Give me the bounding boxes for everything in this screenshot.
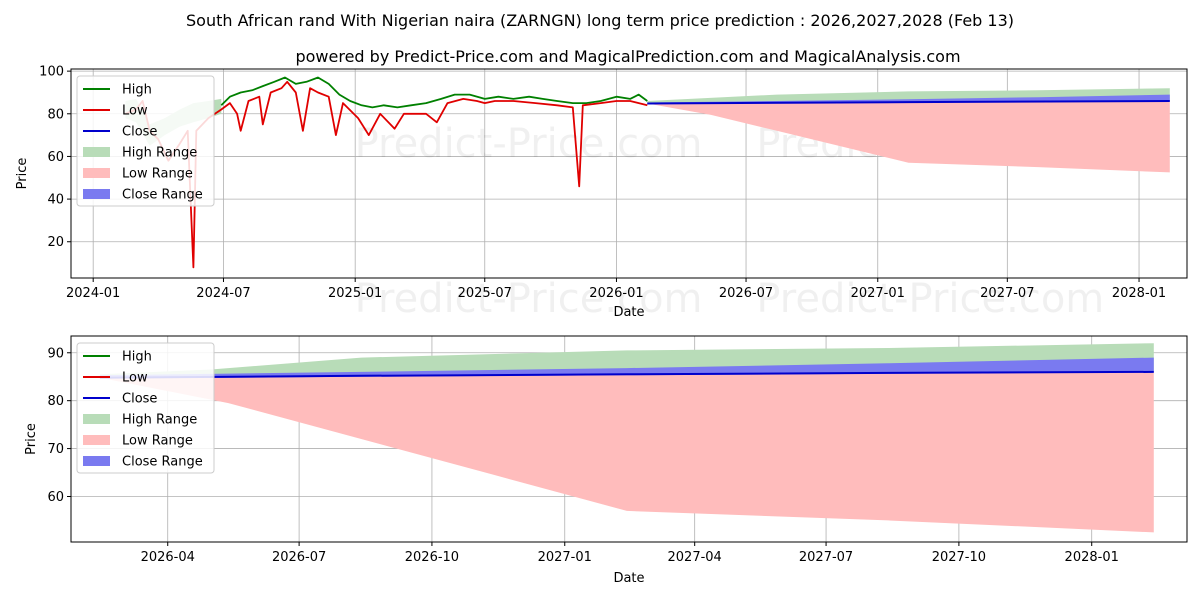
y-tick-label: 80 bbox=[47, 107, 64, 122]
y-axis-label: Price bbox=[24, 423, 39, 455]
y-tick-label: 80 bbox=[47, 394, 64, 409]
y-tick-label: 20 bbox=[47, 235, 64, 250]
watermark-text: Predict-Price.com bbox=[355, 276, 703, 322]
legend-label: Close bbox=[122, 392, 157, 407]
legend-label: High Range bbox=[122, 413, 197, 428]
x-tick-label: 2024-07 bbox=[196, 286, 250, 301]
x-tick-label: 2026-07 bbox=[272, 550, 326, 565]
legend-box bbox=[76, 342, 215, 474]
low-range-band bbox=[647, 101, 1170, 173]
legend-label: Low bbox=[122, 371, 148, 386]
x-tick-label: 2024-01 bbox=[66, 286, 120, 301]
legend-label: Low bbox=[122, 104, 148, 119]
legend-swatch bbox=[83, 456, 110, 466]
x-axis-label: Date bbox=[613, 571, 644, 586]
low-range-band bbox=[99, 371, 1154, 533]
legend-label: High bbox=[122, 83, 152, 98]
legend-swatch bbox=[83, 147, 110, 157]
y-tick-label: 60 bbox=[47, 490, 64, 505]
legend-swatch bbox=[83, 168, 110, 178]
legend-box bbox=[76, 75, 215, 207]
x-tick-label: 2027-04 bbox=[668, 550, 722, 565]
close-series-line bbox=[99, 370, 1154, 379]
x-tick-label: 2026-04 bbox=[141, 550, 195, 565]
plot-frame bbox=[70, 335, 1188, 543]
high-series-line bbox=[220, 76, 648, 109]
legend-label: High bbox=[122, 350, 152, 365]
plot-frame bbox=[70, 68, 1188, 279]
x-tick-label: 2026-10 bbox=[405, 550, 459, 565]
x-tick-label: 2026-07 bbox=[719, 286, 773, 301]
chart-subtitle: powered by Predict-Price.com and Magical… bbox=[295, 47, 960, 66]
legend-label: Low Range bbox=[122, 167, 193, 182]
y-tick-label: 60 bbox=[47, 150, 64, 165]
overview-chart-panel: Predict-Price.com Predict-Price.com Predic… bbox=[15, 65, 1188, 322]
x-tick-label: 2028-01 bbox=[1112, 286, 1166, 301]
y-tick-label: 70 bbox=[47, 442, 64, 457]
x-tick-label: 2025-07 bbox=[458, 286, 512, 301]
forecast-chart-panel: Predict-Price.comPredict-Price.com2026-0… bbox=[24, 335, 1188, 586]
y-tick-label: 40 bbox=[47, 193, 64, 208]
x-tick-label: 2027-07 bbox=[980, 286, 1034, 301]
legend-label: Close bbox=[122, 125, 157, 140]
y-axis-label: Price bbox=[15, 158, 30, 190]
legend-label: Close Range bbox=[122, 188, 203, 203]
legend-swatch bbox=[83, 189, 110, 199]
x-axis-label: Date bbox=[613, 305, 644, 320]
low-series-line bbox=[125, 80, 648, 269]
x-tick-label: 2026-01 bbox=[589, 286, 643, 301]
close-series-line bbox=[647, 100, 1170, 105]
x-tick-label: 2028-01 bbox=[1065, 550, 1119, 565]
x-tick-label: 2027-07 bbox=[799, 550, 853, 565]
watermark-text: Predict-Price.com bbox=[756, 276, 1104, 322]
x-tick-label: 2027-01 bbox=[851, 286, 905, 301]
chart-legend: High Low Close High Range Low Range Close Ran… bbox=[76, 342, 215, 474]
chart-title: South African rand With Nigerian naira (… bbox=[186, 11, 1014, 30]
y-tick-label: 100 bbox=[39, 65, 64, 80]
legend-label: Low Range bbox=[122, 434, 193, 449]
y-tick-label: 90 bbox=[47, 346, 64, 361]
x-tick-label: 2025-01 bbox=[328, 286, 382, 301]
chart-legend: High Low Close High Range Low Range Close Ran… bbox=[76, 75, 215, 207]
legend-swatch bbox=[83, 435, 110, 445]
watermark-text: Predict-Price.com bbox=[355, 121, 703, 167]
legend-label: High Range bbox=[122, 146, 197, 161]
legend-swatch bbox=[83, 414, 110, 424]
x-tick-label: 2027-01 bbox=[538, 550, 592, 565]
x-tick-label: 2027-10 bbox=[932, 550, 986, 565]
legend-label: Close Range bbox=[122, 455, 203, 470]
